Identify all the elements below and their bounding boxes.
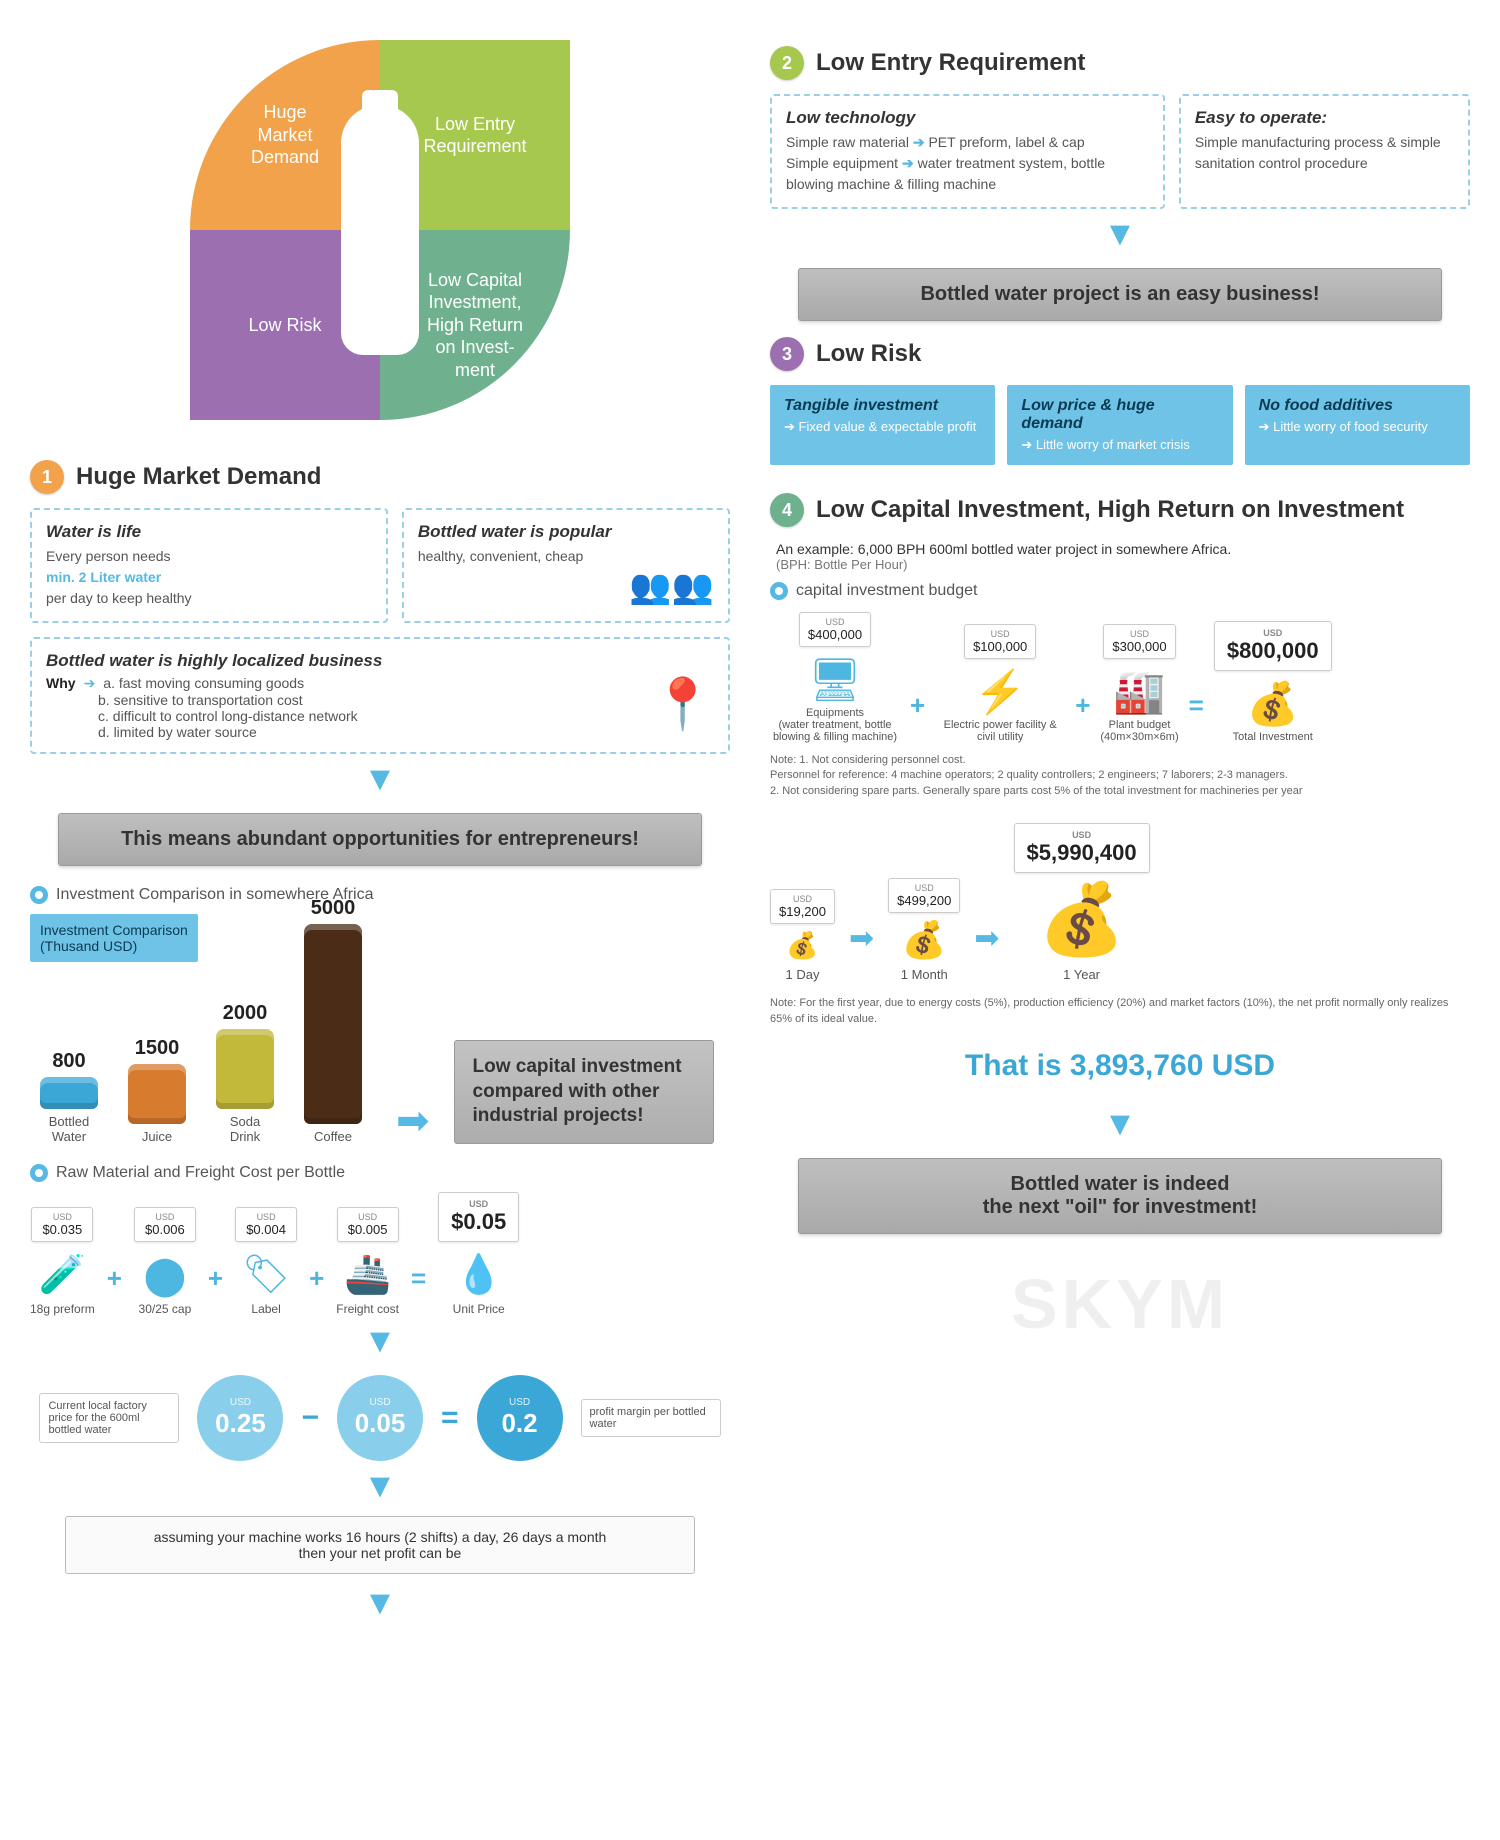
budget-icon: 🖥 — [808, 653, 862, 707]
money-bag-icon: 💰 — [786, 930, 818, 961]
bullet-icon — [30, 886, 48, 904]
earnings-note: Note: For the first year, due to energy … — [770, 996, 1470, 1027]
circle-cost: USD0.05 — [337, 1375, 423, 1461]
budget-icon: 🏭 — [1113, 665, 1167, 719]
down-arrow-icon: ▼ — [30, 1584, 730, 1623]
risk-tile: No food additivesLittle worry of food se… — [1245, 385, 1470, 465]
sub-raw-material: Raw Material and Freight Cost per Bottle — [30, 1164, 730, 1182]
right-column: 2 Low Entry Requirement Low technology S… — [770, 30, 1470, 1629]
droplet-quadrants: Huge Market Demand Low Entry Requirement… — [190, 40, 570, 420]
low-risk-tiles: Tangible investmentFixed value & expecta… — [770, 385, 1470, 465]
section-4-header: 4 Low Capital Investment, High Return on… — [770, 493, 1470, 527]
circle-margin: USD0.2 — [477, 1375, 563, 1461]
banner-opportunities: This means abundant opportunities for en… — [58, 813, 702, 866]
banner-next-oil: Bottled water is indeed the next "oil" f… — [798, 1158, 1442, 1234]
badge-1: 1 — [30, 460, 64, 494]
assumption-box: assuming your machine works 16 hours (2 … — [65, 1516, 695, 1574]
cost-icon: 🏷 — [239, 1248, 293, 1302]
watermark: SKYM — [770, 1264, 1470, 1344]
cost-unit-price: USD$0.05 💧 Unit Price — [438, 1192, 519, 1316]
badge-3: 3 — [770, 337, 804, 371]
arrow-right-icon: ➡ — [849, 921, 874, 982]
bph-line: (BPH: Bottle Per Hour) — [776, 557, 1470, 572]
card-popular: Bottled water is popular healthy, conven… — [402, 508, 730, 623]
banner-easy-business: Bottled water project is an easy busines… — [798, 268, 1442, 321]
money-bag-icon: 💰 — [1038, 879, 1125, 961]
chart-legend: Investment Comparison (Thusand USD) — [30, 914, 198, 962]
earnings-row: USD$19,200 💰 1 Day➡ USD$499,200 💰 1 Mont… — [770, 823, 1470, 982]
card-easy-operate: Easy to operate: Simple manufacturing pr… — [1179, 94, 1470, 209]
budget-item: USD$100,000 ⚡ Electric power facility & … — [935, 624, 1065, 743]
bar-coffee: 5000Coffee — [304, 897, 362, 1144]
bar-juice: 1500Juice — [128, 1037, 186, 1144]
people-icon: 👥👥 — [418, 567, 714, 607]
section-3-title: Low Risk — [816, 340, 921, 368]
section-3-header: 3 Low Risk — [770, 337, 1470, 371]
budget-item: USD$300,000 🏭 Plant budget (40m×30m×6m) — [1100, 624, 1178, 743]
final-figure: That is 3,893,760 USD — [770, 1049, 1470, 1083]
bar-bottled-water: 800BottledWater — [40, 1050, 98, 1144]
bottle-cutout — [341, 105, 419, 355]
note-profit-margin: profit margin per bottled water — [581, 1399, 721, 1437]
down-arrow-icon: ▼ — [30, 1467, 730, 1506]
cost-item: USD$0.004 🏷 Label — [235, 1207, 297, 1316]
budget-total: USD$800,000 💰 Total Investment — [1214, 621, 1332, 743]
total-icon: 💰 — [1246, 677, 1300, 731]
down-arrow-icon: ▼ — [30, 1322, 730, 1361]
budget-item: USD$400,000 🖥 Equipments (water treatmen… — [770, 612, 900, 743]
risk-tile: Tangible investmentFixed value & expecta… — [770, 385, 995, 465]
example-line: An example: 6,000 BPH 600ml bottled wate… — [776, 541, 1470, 557]
money-bag-icon: 💰 — [902, 919, 947, 961]
earn-item: USD$499,200 💰 1 Month — [888, 878, 960, 982]
section-4-title: Low Capital Investment, High Return on I… — [816, 496, 1404, 524]
badge-4: 4 — [770, 493, 804, 527]
section-2-title: Low Entry Requirement — [816, 49, 1085, 77]
location-pin-icon: 📍 — [652, 675, 714, 734]
arrow-right-icon: ➡ — [396, 1098, 430, 1144]
section-2-header: 2 Low Entry Requirement — [770, 46, 1470, 80]
bottle-icon: 💧 — [452, 1248, 506, 1302]
down-arrow-icon: ▼ — [30, 760, 730, 799]
cost-icon: 🚢 — [341, 1248, 395, 1302]
chart-callout: Low capital investment compared with oth… — [454, 1040, 714, 1144]
cost-icon: ⬤ — [138, 1248, 192, 1302]
card-localized: Bottled water is highly localized busine… — [30, 637, 730, 754]
cost-breakdown-row: USD$0.035 🧪 18g preform+ USD$0.006 ⬤ 30/… — [30, 1192, 730, 1316]
badge-2: 2 — [770, 46, 804, 80]
cost-item: USD$0.035 🧪 18g preform — [30, 1207, 95, 1316]
risk-tile: Low price & huge demandLittle worry of m… — [1007, 385, 1232, 465]
bullet-icon — [30, 1164, 48, 1182]
card-low-tech: Low technology Simple raw material ➔ PET… — [770, 94, 1165, 209]
budget-row: USD$400,000 🖥 Equipments (water treatmen… — [770, 612, 1470, 743]
down-arrow-icon: ▼ — [770, 215, 1470, 254]
bar-soda-drink: 2000SodaDrink — [216, 1002, 274, 1144]
note-factory-price: Current local factory price for the 600m… — [39, 1393, 179, 1443]
investment-bar-chart: Investment Comparison (Thusand USD) 800B… — [30, 914, 730, 1144]
budget-notes: Note: 1. Not considering personnel cost.… — [770, 753, 1470, 799]
down-arrow-icon: ▼ — [770, 1105, 1470, 1144]
sub-investment-comparison: Investment Comparison in somewhere Afric… — [30, 886, 730, 904]
budget-icon: ⚡ — [973, 665, 1027, 719]
section-1-title: Huge Market Demand — [76, 463, 321, 491]
profit-margin-row: Current local factory price for the 600m… — [30, 1375, 730, 1461]
earn-item: USD$5,990,400 💰 1 Year — [1014, 823, 1150, 982]
card-water-is-life: Water is life Every person needs min. 2 … — [30, 508, 388, 623]
circle-price: USD0.25 — [197, 1375, 283, 1461]
section-1-header: 1 Huge Market Demand — [30, 460, 730, 494]
bullet-icon — [770, 582, 788, 600]
arrow-right-icon: ➡ — [974, 921, 999, 982]
left-column: Huge Market Demand Low Entry Requirement… — [30, 30, 730, 1629]
cost-item: USD$0.006 ⬤ 30/25 cap — [134, 1207, 196, 1316]
cost-item: USD$0.005 🚢 Freight cost — [336, 1207, 399, 1316]
cost-icon: 🧪 — [35, 1248, 89, 1302]
sub-capital-budget: capital investment budget — [770, 582, 1470, 600]
earn-item: USD$19,200 💰 1 Day — [770, 889, 835, 982]
